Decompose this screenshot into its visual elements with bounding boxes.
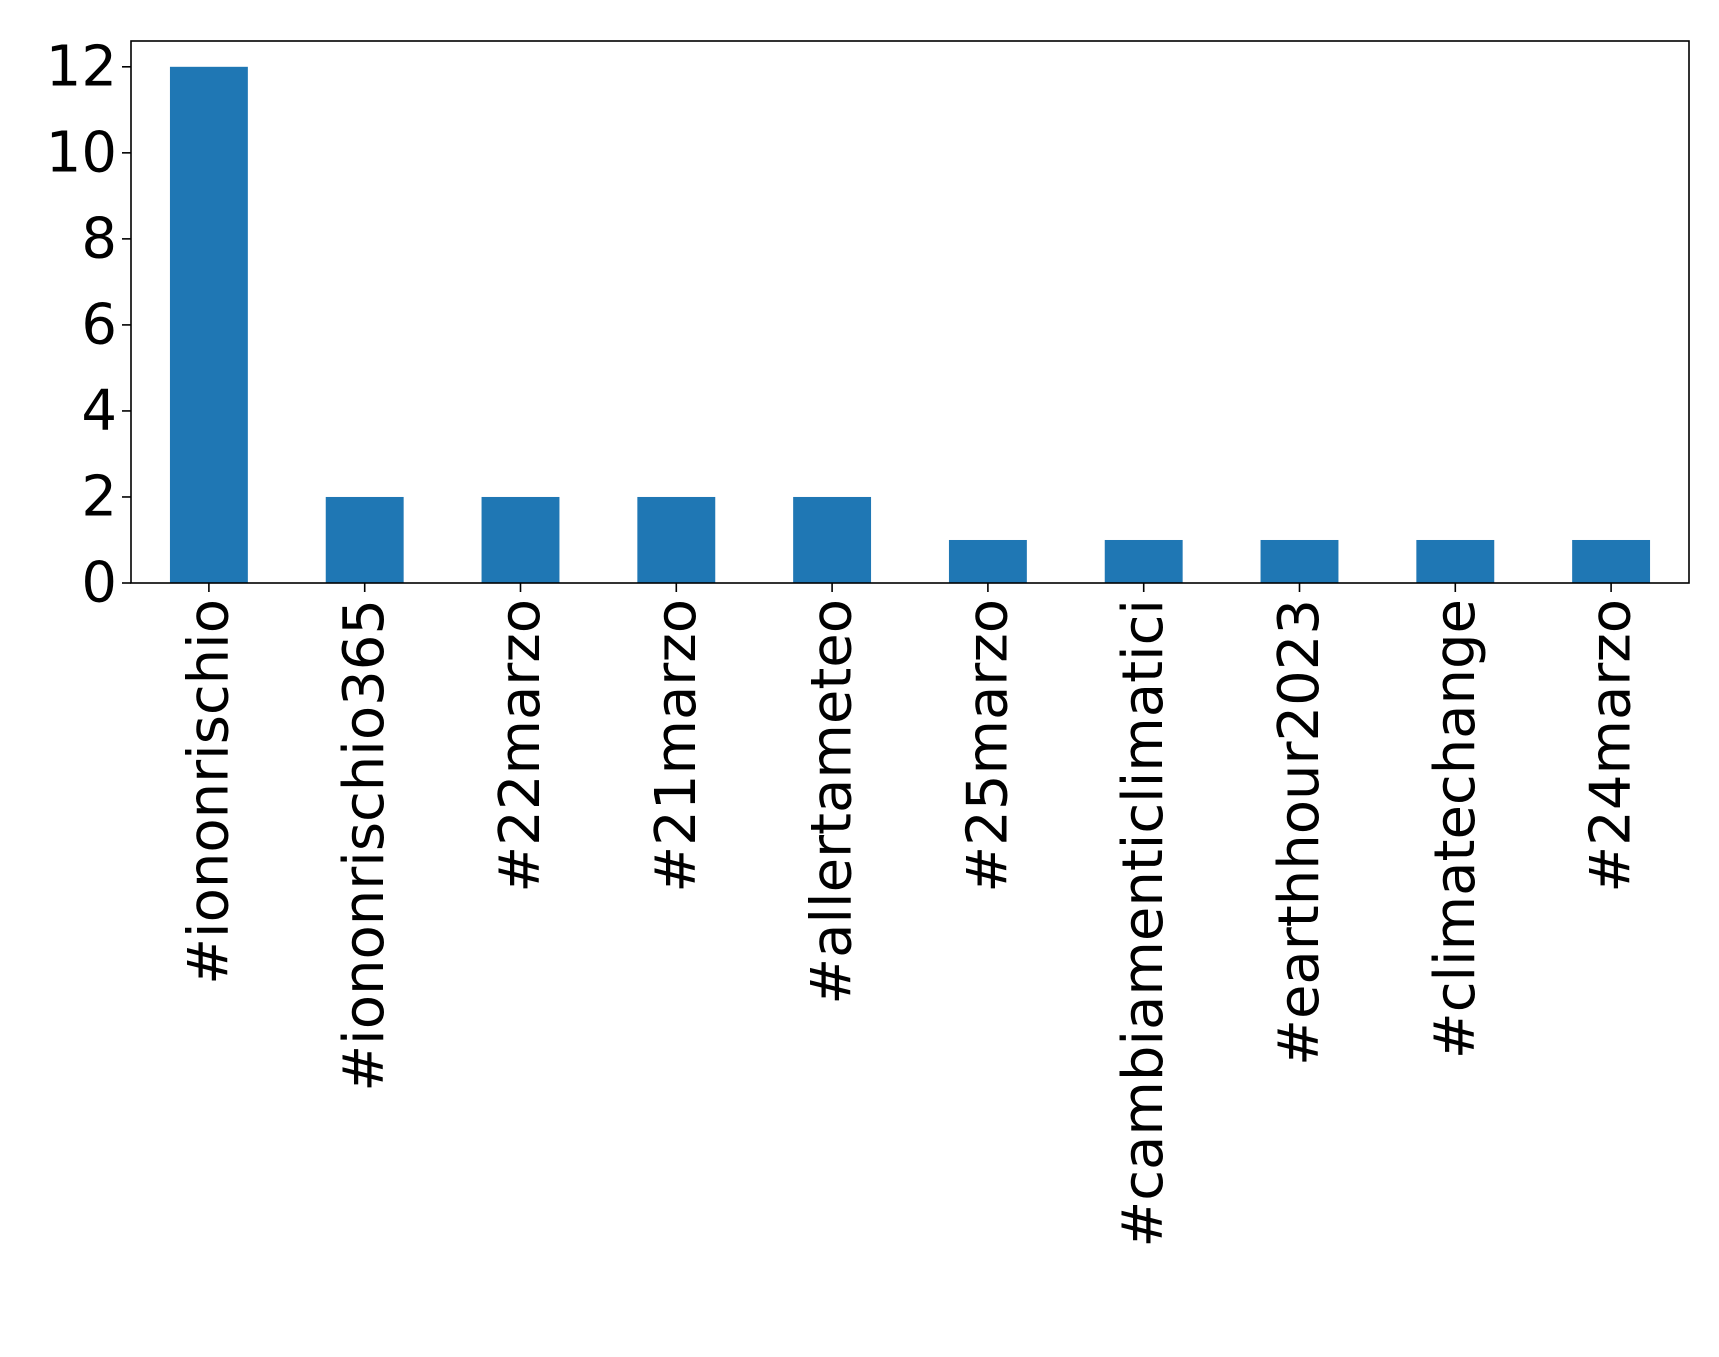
x-axis: #iononrischio #iononrischio365 #22marzo #21… [176, 583, 1644, 1248]
bars-layer [169, 66, 1651, 584]
plot-frame [130, 40, 1690, 584]
bar-2 [481, 496, 560, 583]
y-tick-label-0: 0 [81, 551, 117, 616]
y-tick-label-4: 8 [81, 206, 117, 271]
y-axis: 0 2 4 6 8 10 12 [46, 34, 131, 616]
x-tick-label-2: #22marzo [488, 599, 553, 893]
bar-1 [325, 496, 404, 583]
x-tick-label-8: #climatechange [1423, 599, 1488, 1059]
bar-0 [169, 66, 248, 584]
bar-9 [1572, 539, 1651, 583]
x-tick-label-0: #iononrischio [176, 599, 241, 985]
y-tick-label-2: 4 [81, 378, 117, 443]
bar-6 [1104, 539, 1183, 583]
y-tick-label-6: 12 [46, 34, 117, 99]
y-tick-label-1: 2 [81, 464, 117, 529]
x-tick-label-7: #earthhour2023 [1267, 599, 1332, 1066]
bar-7 [1260, 539, 1339, 583]
x-tick-label-3: #21marzo [644, 599, 709, 893]
bar-3 [637, 496, 716, 583]
x-tick-label-5: #25marzo [955, 599, 1020, 893]
x-tick-label-9: #24marzo [1579, 599, 1644, 893]
bar-5 [948, 539, 1027, 583]
x-tick-label-4: #allertameteo [800, 599, 865, 1005]
bar-4 [793, 496, 872, 583]
x-tick-label-1: #iononrischio365 [332, 599, 397, 1092]
y-tick-label-3: 6 [81, 292, 117, 357]
x-tick-label-6: #cambiamenticlimatici [1111, 599, 1176, 1248]
bar-8 [1416, 539, 1495, 583]
y-tick-label-5: 10 [46, 120, 117, 185]
